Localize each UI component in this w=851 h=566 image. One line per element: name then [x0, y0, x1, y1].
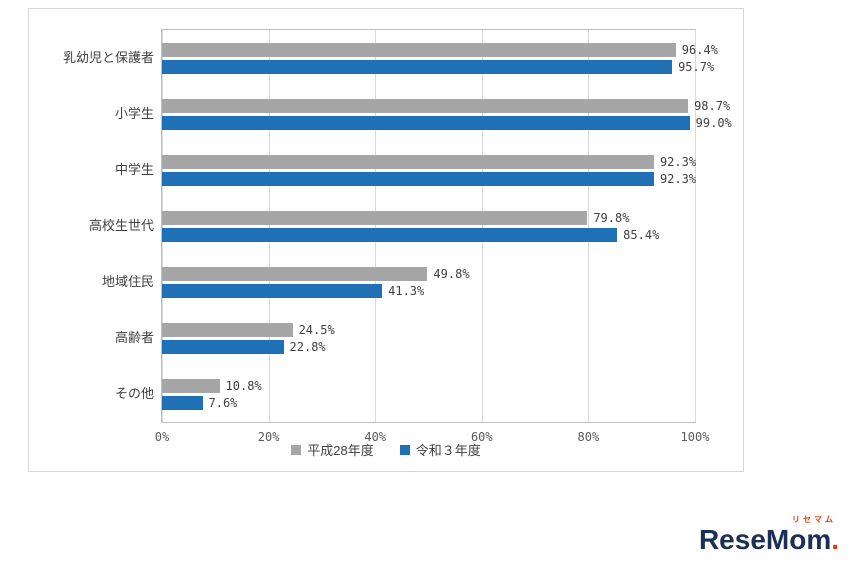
gridline	[695, 30, 696, 422]
category-label: 高校生世代	[88, 218, 154, 233]
x-tick-label: 80%	[577, 430, 600, 444]
value-label: 79.8%	[593, 210, 630, 225]
legend-swatch	[291, 444, 302, 455]
x-tick-label: 100%	[680, 430, 710, 444]
category-label: 高齢者	[114, 330, 154, 345]
value-label: 49.8%	[433, 266, 470, 281]
value-label: 98.7%	[694, 98, 731, 113]
bar-平成28年度-小学生	[162, 98, 689, 113]
x-tick-label: 40%	[364, 430, 387, 444]
bar-平成28年度-高校生世代	[162, 210, 588, 225]
bar-平成28年度-その他	[162, 378, 220, 393]
logo-text: ReseMom	[698, 524, 832, 555]
bar-令和３年度-高校生世代	[162, 227, 618, 242]
category-label: 地域住民	[101, 274, 154, 289]
legend: 平成28年度 令和３年度	[29, 440, 743, 459]
bar-令和３年度-乳幼児と保護者	[162, 59, 673, 74]
bar-平成28年度-中学生	[162, 154, 654, 169]
bar-令和３年度-地域住民	[162, 283, 383, 298]
gridline	[268, 30, 270, 422]
value-label: 7.6%	[208, 395, 238, 410]
gridline	[481, 30, 483, 422]
bar-令和３年度-小学生	[162, 115, 690, 130]
value-label: 92.3%	[659, 171, 697, 186]
category-label: 乳幼児と保護者	[62, 50, 154, 65]
logo-dot: .	[831, 524, 839, 555]
bar-令和３年度-その他	[162, 395, 203, 410]
legend-item: 令和３年度	[399, 440, 481, 459]
bar-平成28年度-高齢者	[162, 322, 293, 337]
legend-item: 平成28年度	[291, 440, 374, 459]
legend-label: 平成28年度	[307, 443, 374, 458]
legend-swatch	[399, 444, 410, 455]
gridline	[162, 30, 163, 422]
value-label: 10.8%	[225, 378, 262, 393]
legend-label: 令和３年度	[415, 443, 481, 458]
value-label: 92.3%	[659, 154, 697, 169]
chart-frame: 0% 20% 40% 60% 80% 100% 乳幼児と保護者 96.4% 95.7% 小学生 98…	[28, 8, 744, 472]
bar-令和３年度-中学生	[162, 171, 654, 186]
gridline	[375, 30, 377, 422]
logo-wordmark: ReseMom.	[699, 526, 839, 554]
x-tick-label: 20%	[257, 430, 280, 444]
category-label: 小学生	[114, 106, 154, 121]
plot-area: 0% 20% 40% 60% 80% 100% 乳幼児と保護者 96.4% 95.7% 小学生 98…	[63, 29, 732, 444]
x-tick-label: 60%	[470, 430, 493, 444]
value-label: 41.3%	[388, 283, 425, 298]
value-label: 99.0%	[695, 115, 732, 130]
value-label: 96.4%	[681, 42, 718, 57]
gridline	[588, 30, 590, 422]
value-label: 85.4%	[623, 227, 660, 242]
bar-平成28年度-地域住民	[162, 266, 428, 281]
value-label: 22.8%	[289, 339, 326, 354]
value-label: 24.5%	[298, 322, 335, 337]
bar-平成28年度-乳幼児と保護者	[162, 42, 676, 57]
x-tick-label: 0%	[154, 430, 170, 444]
value-label: 95.7%	[678, 59, 715, 74]
bar-令和３年度-高齢者	[162, 339, 284, 354]
logo-katakana-text: リセマム	[792, 515, 836, 524]
resemom-logo: リセマム ReseMom.	[699, 516, 839, 554]
category-label: 中学生	[114, 162, 154, 177]
category-label: その他	[114, 386, 154, 401]
